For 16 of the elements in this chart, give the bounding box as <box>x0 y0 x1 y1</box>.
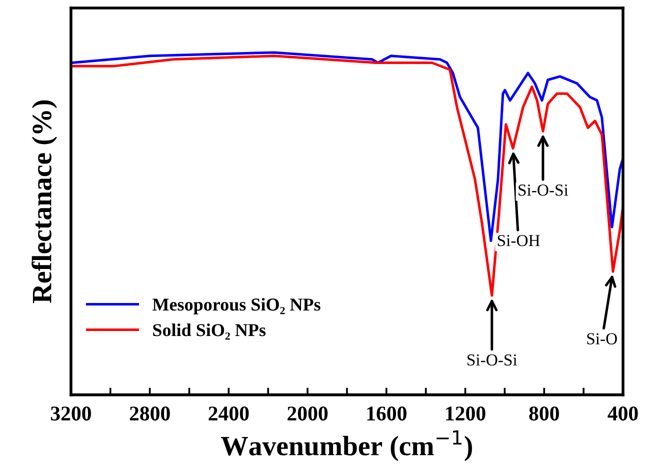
x-axis-title: Wavenumber (cm$^{−1}$) <box>220 430 472 462</box>
annotation: Si-O-Si <box>518 184 568 196</box>
annotation: Si-O-Si <box>468 354 518 366</box>
x-tick-label: 400 <box>608 406 638 421</box>
annotation: Si-O <box>587 333 617 344</box>
x-tick-label: 2000 <box>288 406 328 421</box>
x-tick-label: 3200 <box>50 406 91 421</box>
x-tick-label: 2400 <box>208 406 249 421</box>
y-axis-title: Reflectanace (%) <box>32 100 58 304</box>
annotation: Si-OH <box>498 234 540 246</box>
legend-label: Solid SiO₂ NPs <box>153 323 266 340</box>
x-tick-label: 2800 <box>130 406 170 421</box>
x-tick-label: 800 <box>529 406 559 421</box>
legend-label: Mesoporous SiO₂ NPs <box>152 298 320 314</box>
x-tick-label: 1600 <box>367 406 406 421</box>
x-tick-label: 1200 <box>446 406 486 421</box>
